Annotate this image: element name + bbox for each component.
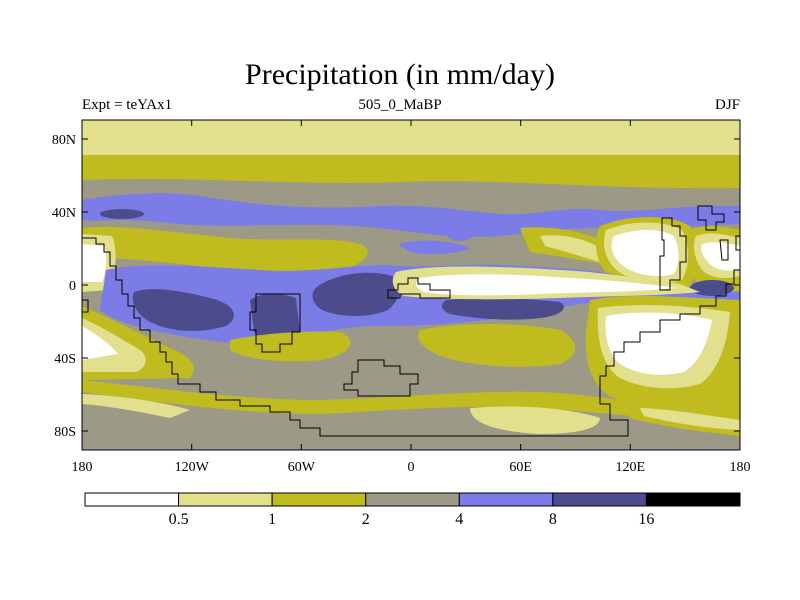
coastline-north-island (697, 205, 725, 231)
lat-label-40n: 40N (52, 206, 76, 221)
field-north-band-3 (82, 170, 740, 189)
colorbar: 0.5 1 2 4 8 16 (84, 492, 741, 528)
field-ne-dry-white (701, 242, 740, 271)
field-dark-mid (312, 272, 401, 316)
lat-label-80s: 80S (54, 425, 76, 440)
map-field (82, 120, 740, 450)
field-dark-central (250, 293, 300, 341)
coastline-east-islands (719, 235, 740, 261)
field-blue-patch-north (398, 240, 470, 255)
colorbar-swatch (84, 492, 180, 507)
field-north-dark-1 (100, 209, 144, 219)
field-north-stormtrack (82, 193, 740, 237)
lat-label-0: 0 (69, 279, 76, 294)
period-label: 505_0_MaBP (358, 97, 442, 113)
colorbar-swatch (552, 492, 647, 507)
field-east-south-dry-white (605, 312, 712, 375)
colorbar-label: 16 (638, 511, 654, 528)
lat-label-80n: 80N (52, 133, 76, 148)
coastline-south-island (343, 359, 419, 397)
field-southern-ocean-light-east (640, 408, 740, 430)
field-south-subtropics-west-light (82, 318, 146, 372)
map-ticks (82, 120, 740, 450)
lon-label-180e: 180 (730, 460, 751, 475)
field-dry-streak-white (415, 274, 676, 296)
coastline-africa-north (387, 277, 451, 299)
field-north-band-1 (82, 120, 740, 160)
colorbar-label: 1 (268, 511, 276, 528)
coastline-south-america (249, 293, 301, 353)
lat-label-40s: 40S (54, 352, 76, 367)
coastlines (82, 205, 740, 437)
colorbar-swatch (458, 492, 554, 507)
map-title: Precipitation (in mm/day) (245, 58, 555, 91)
lon-label-180w: 180 (72, 460, 93, 475)
lon-label-120w: 120W (175, 460, 210, 475)
field-north-subtropics (82, 226, 368, 275)
field-south-central (230, 331, 351, 362)
field-blue-patch-small (448, 231, 472, 241)
field-dark-atlantic (441, 297, 564, 320)
season-label: DJF (714, 97, 740, 113)
field-asia-dry-white (611, 230, 679, 276)
field-south-subtropics-west-white (82, 326, 118, 360)
colorbar-label: 4 (455, 511, 463, 528)
colorbar-swatch (271, 492, 367, 507)
coastline-asia (659, 217, 687, 291)
field-dark-east (690, 280, 734, 296)
field-south-atlantic (418, 324, 575, 367)
coastline-west-bay (82, 299, 89, 313)
colorbar-label: 8 (549, 511, 557, 528)
experiment-label: Expt = teYAx1 (82, 97, 173, 113)
colorbar-swatch (645, 492, 741, 507)
lon-label-0: 0 (408, 460, 415, 475)
colorbar-label: 2 (362, 511, 370, 528)
colorbar-swatch (365, 492, 460, 507)
lon-label-60w: 60W (288, 460, 316, 475)
colorbar-swatch (178, 492, 273, 507)
field-southern-ocean-light-west (82, 394, 190, 418)
field-west-dry-white (82, 244, 107, 282)
field-southern-ocean-light-central (470, 406, 600, 434)
colorbar-label: 0.5 (169, 511, 189, 528)
lon-label-120e: 120E (616, 460, 646, 475)
field-dark-west (132, 289, 234, 331)
lon-label-60e: 60E (509, 460, 532, 475)
coastline-americas-west (82, 237, 740, 437)
field-north-subtropics-light (540, 235, 610, 262)
